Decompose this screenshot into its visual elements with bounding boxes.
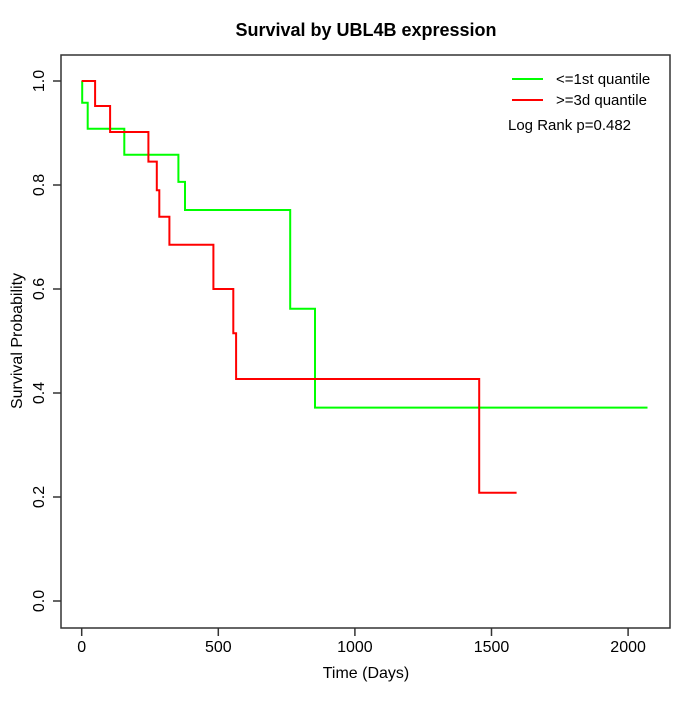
x-tick-label: 0 bbox=[77, 639, 86, 656]
legend-label-high-expression: >=3d quantile bbox=[556, 92, 647, 109]
x-tick-label: 500 bbox=[205, 639, 232, 656]
chart-title: Survival by UBL4B expression bbox=[235, 20, 496, 40]
legend: <=1st quantile >=3d quantile Log Rank p=… bbox=[508, 71, 650, 134]
survival-curves bbox=[81, 80, 648, 494]
x-tick-label: 1500 bbox=[474, 639, 510, 656]
legend-label-low-expression: <=1st quantile bbox=[556, 71, 650, 88]
y-axis-ticks: 0.0 0.2 0.4 0.6 0.8 1.0 bbox=[31, 70, 61, 612]
y-tick-label: 0.8 bbox=[31, 174, 48, 196]
y-tick-label: 0.0 bbox=[31, 590, 48, 612]
log-rank-annotation: Log Rank p=0.482 bbox=[508, 117, 631, 134]
x-tick-label: 2000 bbox=[610, 639, 646, 656]
y-tick-label: 0.6 bbox=[31, 278, 48, 300]
y-tick-label: 0.2 bbox=[31, 486, 48, 508]
x-axis-label: Time (Days) bbox=[323, 665, 410, 682]
y-tick-label: 1.0 bbox=[31, 70, 48, 92]
plot-area-border bbox=[60, 54, 671, 629]
x-axis-ticks: 0 500 1000 1500 2000 bbox=[77, 628, 646, 656]
survival-curve-high-expression bbox=[81, 80, 517, 494]
survival-curve-low-expression bbox=[81, 80, 648, 409]
y-tick-label: 0.4 bbox=[31, 382, 48, 404]
x-tick-label: 1000 bbox=[337, 639, 373, 656]
y-axis-label: Survival Probability bbox=[9, 273, 26, 409]
